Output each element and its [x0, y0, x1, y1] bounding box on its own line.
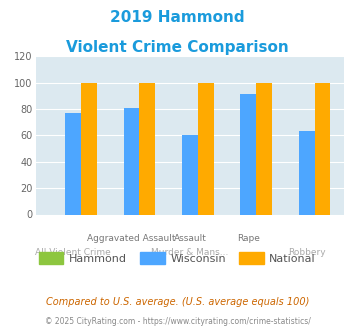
Text: Murder & Mans...: Murder & Mans... [151, 248, 229, 257]
Bar [198, 82, 214, 214]
Bar [315, 82, 330, 214]
Bar [256, 82, 272, 214]
Text: Aggravated Assault: Aggravated Assault [87, 234, 176, 243]
Text: Rape: Rape [237, 234, 260, 243]
Text: All Violent Crime: All Violent Crime [35, 248, 111, 257]
Text: Assault: Assault [174, 234, 206, 243]
Bar [182, 135, 198, 214]
Bar [65, 113, 81, 214]
Bar [140, 82, 155, 214]
Text: Compared to U.S. average. (U.S. average equals 100): Compared to U.S. average. (U.S. average … [46, 297, 309, 307]
Bar [240, 94, 256, 214]
Text: 2019 Hammond: 2019 Hammond [110, 10, 245, 25]
Bar [299, 131, 315, 214]
Bar [81, 82, 97, 214]
Text: Violent Crime Comparison: Violent Crime Comparison [66, 40, 289, 54]
Legend: Hammond, Wisconsin, National: Hammond, Wisconsin, National [34, 248, 321, 268]
Text: © 2025 CityRating.com - https://www.cityrating.com/crime-statistics/: © 2025 CityRating.com - https://www.city… [45, 317, 310, 326]
Bar [124, 108, 140, 214]
Text: Robbery: Robbery [288, 248, 326, 257]
